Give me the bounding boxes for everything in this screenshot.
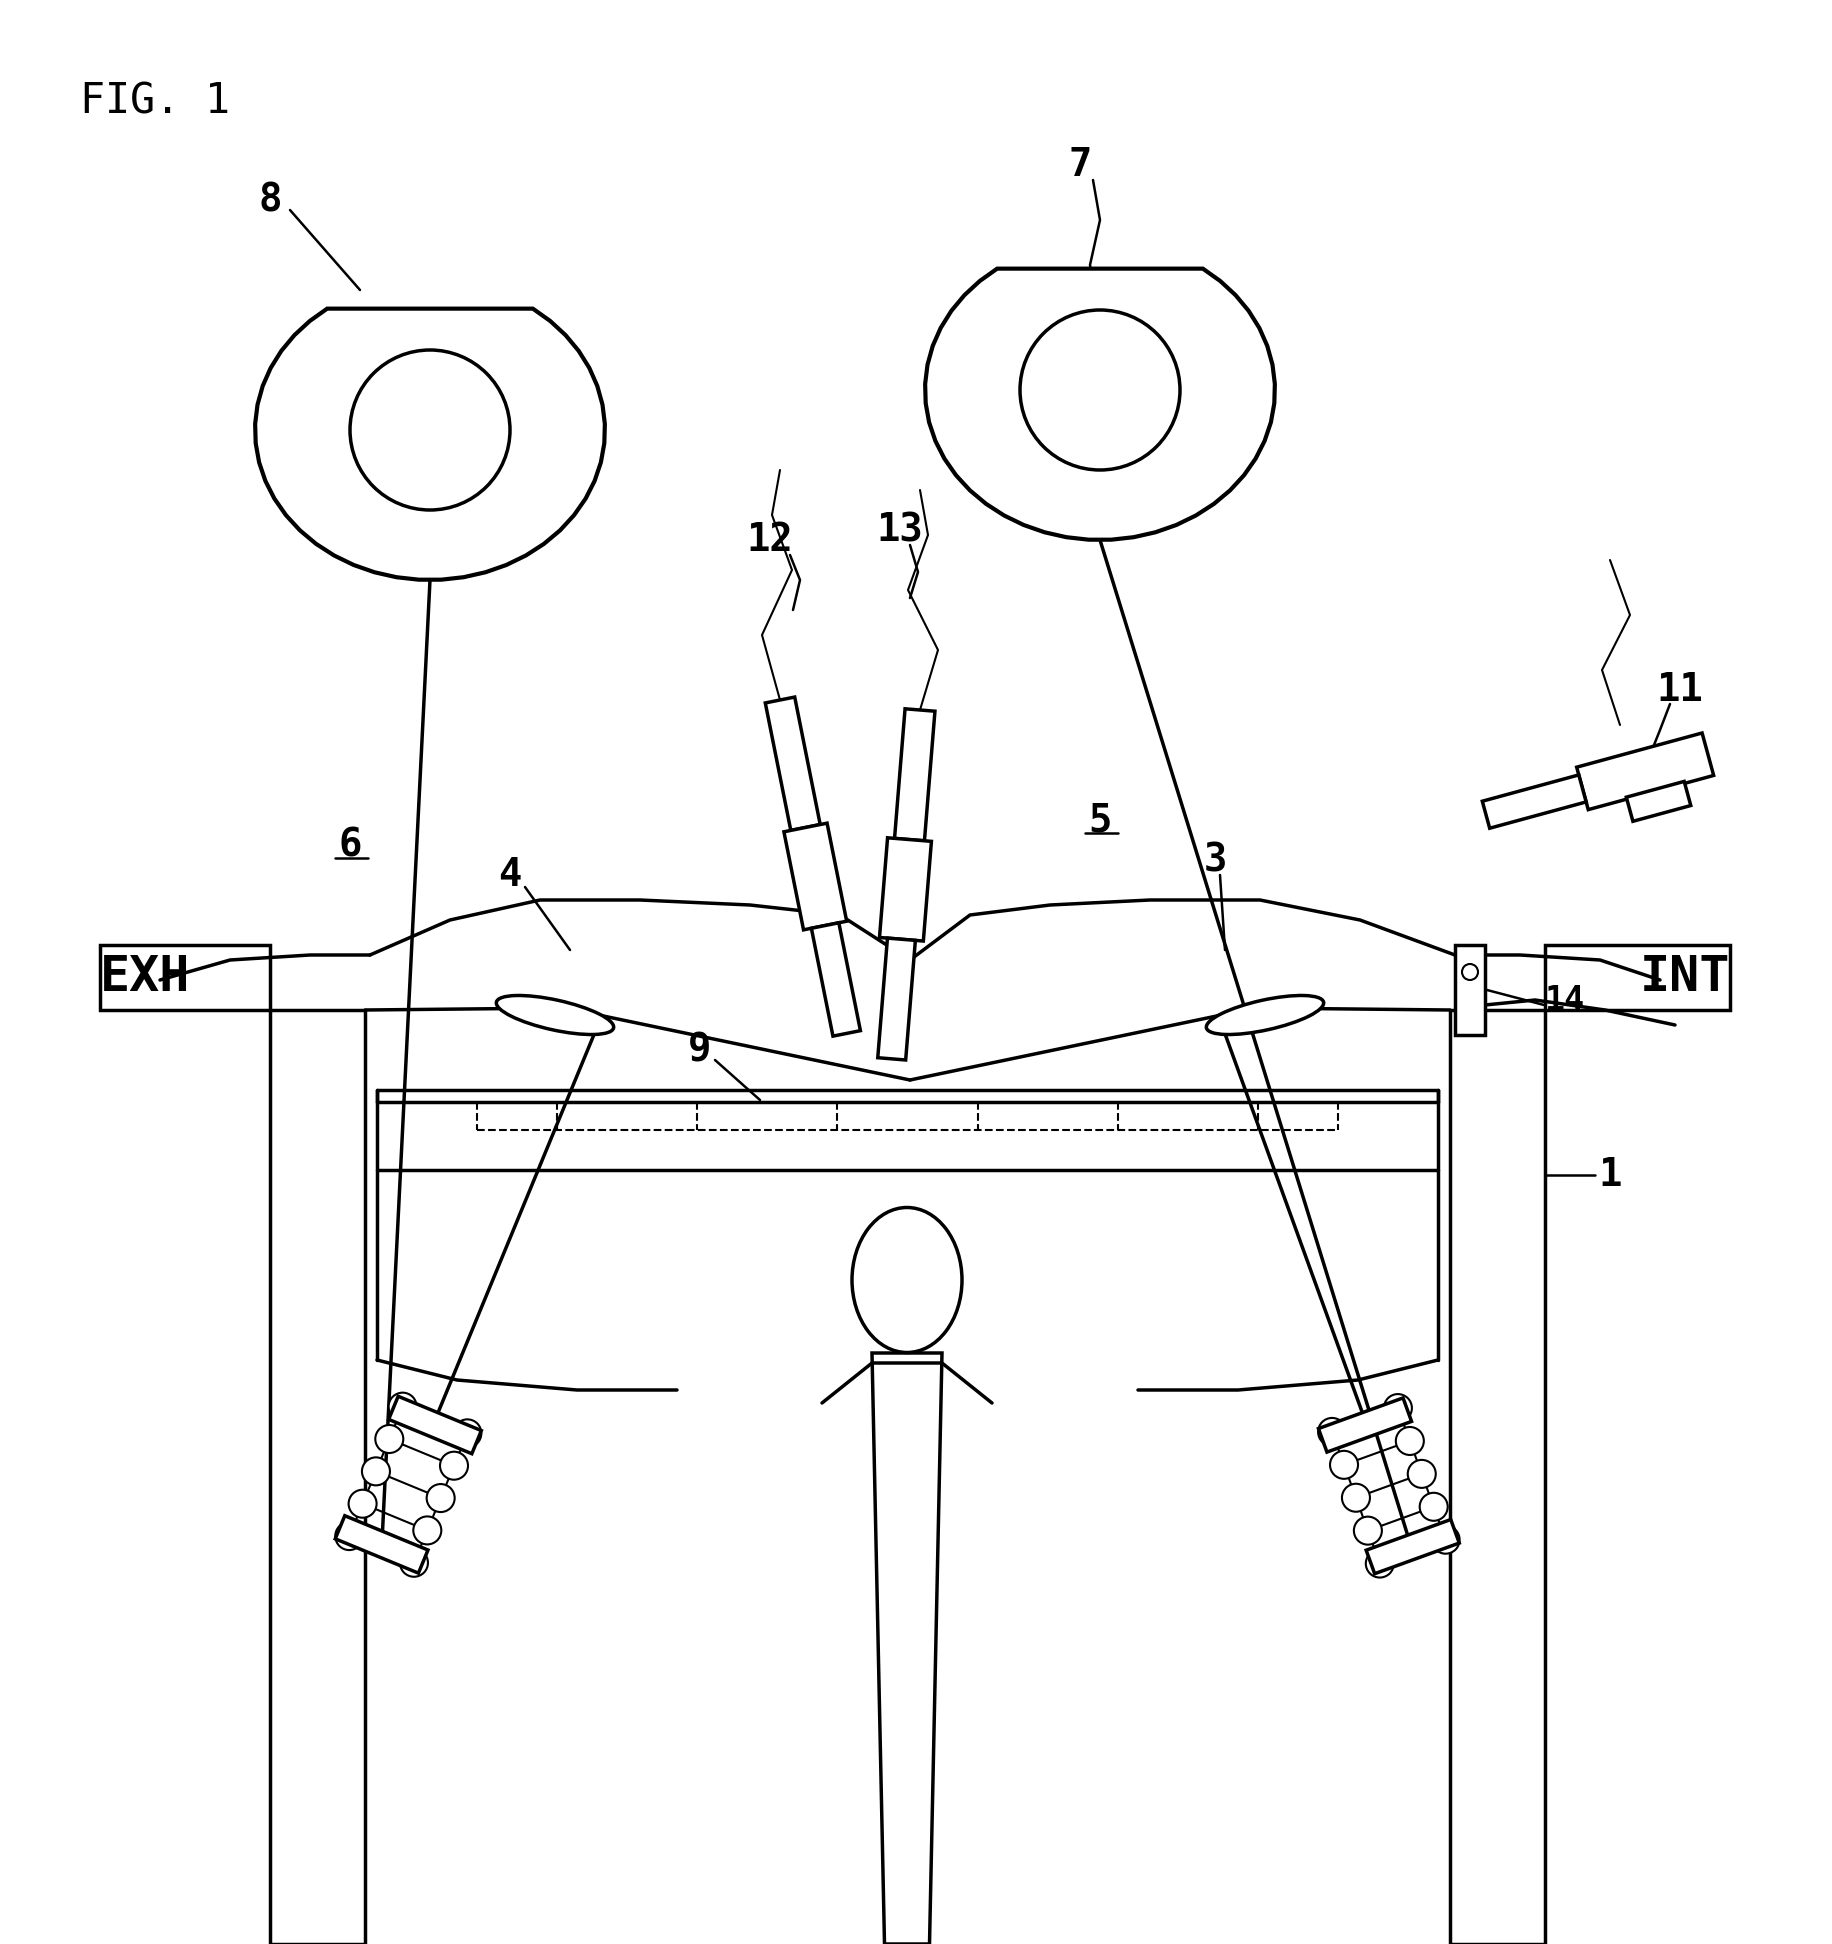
Bar <box>878 939 916 1059</box>
Bar <box>1449 1011 1544 1944</box>
Circle shape <box>1317 1417 1347 1446</box>
Circle shape <box>1462 964 1478 980</box>
Bar <box>784 822 846 929</box>
Bar <box>894 710 934 842</box>
Circle shape <box>363 1458 390 1485</box>
Circle shape <box>399 1549 429 1577</box>
Circle shape <box>1407 1460 1436 1487</box>
Text: 3: 3 <box>1204 842 1227 879</box>
Circle shape <box>348 1489 377 1518</box>
Circle shape <box>414 1516 442 1544</box>
Bar <box>1627 781 1691 820</box>
Circle shape <box>427 1483 454 1512</box>
Text: 9: 9 <box>689 1030 711 1069</box>
Ellipse shape <box>496 995 614 1034</box>
Bar <box>1544 945 1729 1011</box>
Text: 11: 11 <box>1656 671 1704 710</box>
Ellipse shape <box>1205 995 1325 1034</box>
Circle shape <box>350 350 509 509</box>
Text: 1: 1 <box>1598 1157 1621 1194</box>
Text: 14: 14 <box>1544 984 1585 1017</box>
Bar <box>879 838 931 941</box>
Polygon shape <box>872 1353 942 1944</box>
Bar <box>1319 1398 1412 1452</box>
Text: 12: 12 <box>747 521 793 560</box>
Bar <box>1482 776 1587 828</box>
Text: 13: 13 <box>878 511 923 548</box>
Text: FIG. 1: FIG. 1 <box>81 80 231 122</box>
Text: 7: 7 <box>1068 146 1092 185</box>
Bar <box>1577 733 1713 809</box>
Ellipse shape <box>852 1207 962 1353</box>
Bar <box>1455 945 1486 1034</box>
Text: EXH: EXH <box>101 953 191 1001</box>
Circle shape <box>1354 1516 1381 1545</box>
Circle shape <box>1367 1549 1394 1577</box>
Polygon shape <box>925 268 1275 540</box>
Text: INT: INT <box>1640 953 1729 1001</box>
Bar <box>101 945 269 1011</box>
Circle shape <box>1396 1427 1423 1454</box>
Text: 6: 6 <box>339 826 361 863</box>
Bar <box>766 698 821 830</box>
Bar <box>388 1396 482 1454</box>
Circle shape <box>453 1419 482 1448</box>
Circle shape <box>1343 1483 1370 1512</box>
Bar <box>812 923 861 1036</box>
Bar <box>335 1516 429 1573</box>
Text: 4: 4 <box>498 855 522 894</box>
Bar <box>1367 1520 1460 1575</box>
Bar <box>269 1011 365 1944</box>
Polygon shape <box>255 309 605 579</box>
Circle shape <box>376 1425 403 1452</box>
Text: 8: 8 <box>258 181 282 220</box>
Circle shape <box>335 1522 363 1549</box>
Circle shape <box>1383 1394 1412 1423</box>
Circle shape <box>440 1452 467 1479</box>
Text: 5: 5 <box>1088 801 1112 840</box>
Circle shape <box>1431 1526 1460 1553</box>
Circle shape <box>1330 1450 1358 1479</box>
Circle shape <box>1420 1493 1447 1520</box>
Circle shape <box>1020 309 1180 470</box>
Circle shape <box>388 1392 416 1421</box>
